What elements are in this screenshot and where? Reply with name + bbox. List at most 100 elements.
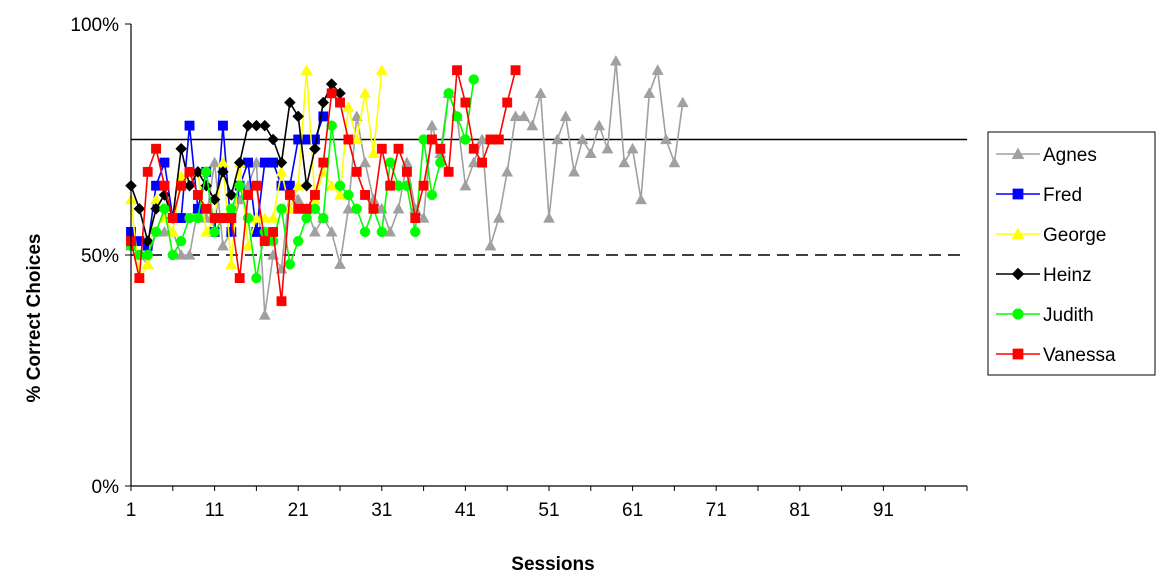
data-point-marker [410,226,421,238]
data-point-marker [534,87,547,98]
data-point-marker [385,180,396,191]
data-point-marker [192,212,204,224]
data-point-marker [259,236,270,247]
data-point-marker [283,96,296,109]
data-point-marker [258,119,271,132]
data-point-marker [267,133,279,146]
data-point-marker [459,179,472,191]
axes [125,23,968,491]
data-point-marker [325,225,338,237]
data-point-marker [217,239,229,251]
x-axis-title: Sessions [511,554,594,575]
data-point-marker [359,226,371,238]
data-point-marker [251,272,262,284]
data-point-marker [208,156,221,168]
data-point-marker [477,157,488,168]
data-point-marker [301,203,312,214]
data-point-marker [342,202,355,214]
data-point-marker [443,166,454,177]
data-point-marker [142,249,153,261]
data-point-marker [267,212,280,223]
data-point-marker [393,143,404,154]
data-point-marker [467,156,480,168]
data-point-marker [151,143,162,154]
data-point-marker [360,190,371,200]
series-layer [125,54,689,320]
data-point-marker [635,193,647,205]
data-point-marker [426,189,438,201]
x-tick-label: 71 [706,500,727,521]
x-tick-label: 61 [622,500,643,521]
data-point-marker [175,248,188,260]
data-point-marker [167,213,178,223]
legend-label: Vanessa [1043,345,1116,366]
data-point-marker [410,213,421,223]
data-point-marker [593,119,606,131]
data-point-marker [342,101,355,112]
data-point-marker [192,190,203,200]
data-point-marker [660,133,672,145]
data-point-marker [350,110,363,122]
data-point-marker [576,133,589,145]
data-point-marker [192,203,203,214]
data-point-marker [375,64,388,75]
data-point-marker [175,142,188,155]
data-point-marker [1011,267,1025,281]
legend-item-george: George [996,225,1106,246]
data-point-marker [308,225,321,237]
y-tick-label: 100% [70,15,119,36]
legend-label: Fred [1043,185,1082,206]
data-point-marker [258,309,271,320]
data-point-marker [276,296,287,307]
legend-item-vanessa: Vanessa [996,345,1116,366]
x-tick-label: 1 [126,500,137,521]
data-point-marker [376,143,387,154]
data-point-marker [293,235,304,247]
data-point-marker [326,120,337,131]
legend-item-agnes: Agnes [996,145,1097,166]
data-point-marker [543,212,555,223]
data-point-marker [417,212,430,223]
data-point-marker [334,180,346,191]
x-tick-label: 81 [789,500,810,521]
data-point-marker [133,202,146,215]
data-point-marker [460,134,471,145]
legend-item-heinz: Heinz [996,265,1092,286]
data-point-marker [609,54,622,66]
data-point-marker [293,203,304,214]
data-point-marker [326,88,337,99]
data-point-marker [301,212,312,224]
data-point-marker [476,133,489,145]
data-point-marker [159,157,170,168]
data-point-marker [292,110,305,123]
data-point-marker [243,190,253,200]
series-judith [125,74,479,284]
data-point-marker [376,226,387,238]
data-point-marker [268,226,279,237]
data-point-marker [584,147,597,159]
series-heinz [125,78,346,247]
data-point-marker [668,156,681,168]
data-point-marker [392,202,405,214]
data-point-marker [618,156,631,168]
data-point-marker [468,74,479,85]
data-point-marker [1012,308,1024,320]
data-point-marker [142,166,153,177]
data-point-marker [325,179,338,191]
data-point-marker [427,134,437,145]
data-point-marker [283,202,296,214]
data-point-marker [242,239,254,251]
data-point-marker [250,156,263,168]
data-point-marker [150,226,162,238]
data-point-marker [1011,147,1025,160]
data-point-marker [568,165,581,177]
legend-box [987,131,1156,376]
data-point-marker [226,203,237,215]
data-point-marker [200,225,213,237]
data-point-marker [218,120,228,131]
legend-item-fred: Fred [996,185,1082,206]
data-point-marker [501,165,514,177]
data-point-marker [309,190,320,200]
data-point-marker [225,258,238,269]
